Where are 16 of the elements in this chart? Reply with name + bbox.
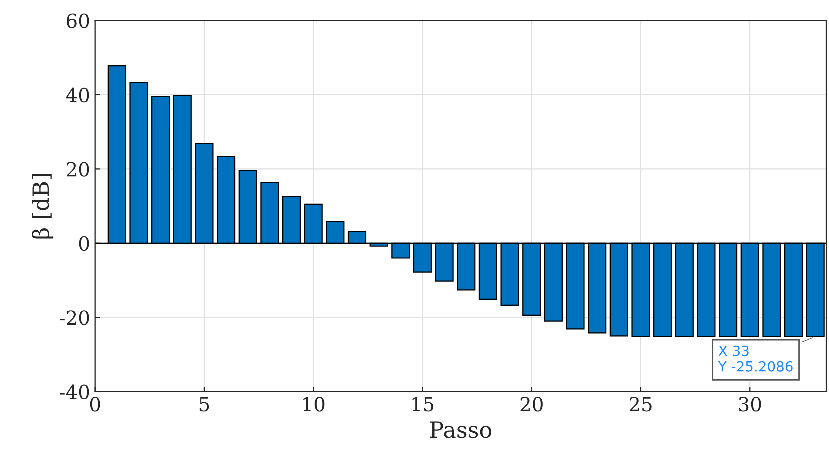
x-tick-label: 30 xyxy=(739,397,762,412)
x-tick-label: 5 xyxy=(200,397,210,412)
y-tick-label: 0 xyxy=(79,236,90,252)
y-axis-title: β [dB] xyxy=(32,174,54,239)
x-tick-label: 0 xyxy=(90,397,100,412)
x-tick-label: 10 xyxy=(304,397,325,412)
y-tick-label: 20 xyxy=(67,162,90,177)
x-tick-label: 25 xyxy=(630,397,652,412)
y-tick-label: 40 xyxy=(66,88,90,103)
y-tick-label: -40 xyxy=(60,384,90,400)
y-tick-label: -20 xyxy=(60,310,90,326)
annotation: X 33 Y -25.2086 xyxy=(718,346,793,372)
x-axis-title: Passo xyxy=(430,422,492,438)
y-tick-label: 60 xyxy=(67,14,90,28)
x-tick-label: 15 xyxy=(412,397,434,412)
x-tick-label: 20 xyxy=(520,397,543,412)
